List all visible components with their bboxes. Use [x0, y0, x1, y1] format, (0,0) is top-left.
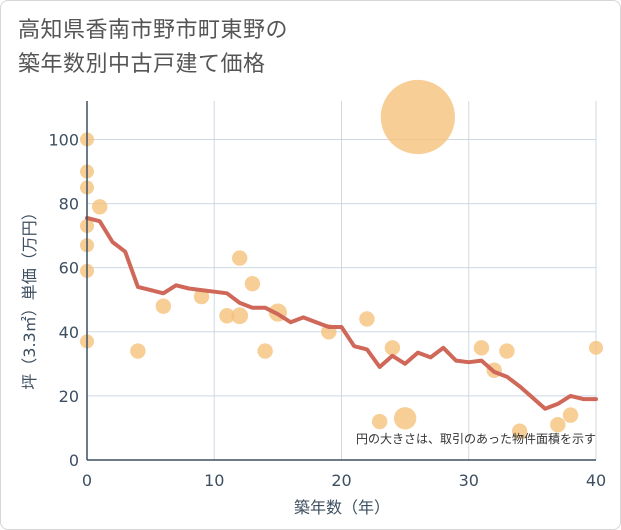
x-tick-label-40: 40 [586, 471, 606, 490]
y-axis-title: 坪（3.3㎡）単価（万円） [20, 204, 39, 389]
y-tick-label-0: 0 [69, 451, 79, 470]
chart-title-line2: 築年数別中古戸建て価格 [18, 52, 266, 77]
y-tick-label-40: 40 [59, 323, 79, 342]
y-tick-label-80: 80 [59, 195, 79, 214]
y-tick-label-100: 100 [48, 130, 79, 149]
x-tick-label-20: 20 [331, 471, 351, 490]
bubble-point-19 [371, 413, 388, 430]
average-price-line [85, 216, 598, 411]
bubble-point-26 [511, 423, 528, 439]
bubble-point-25 [499, 343, 515, 359]
bubble-point-27 [550, 417, 566, 433]
chart-title-line1: 高知県香南市野市町東野の [18, 18, 289, 43]
x-tick-label-30: 30 [459, 471, 479, 490]
bubble-size-note: 円の大きさは、取引のあった物件面積を示す [356, 431, 596, 446]
bubble-point-9 [155, 298, 172, 314]
bubble-point-18 [359, 311, 375, 327]
bubble-point-21 [393, 407, 417, 430]
bubble-point-12 [231, 307, 249, 325]
bubble-point-22 [380, 79, 455, 155]
bubble-point-11 [219, 308, 235, 324]
axes: 0 10 20 30 40 0 20 40 60 80 100 [48, 101, 606, 490]
average-line-series [85, 216, 598, 411]
y-tick-label-20: 20 [59, 387, 79, 406]
bubble-point-20 [384, 340, 401, 356]
bubble-point-10 [193, 288, 210, 305]
bubble-point-8 [130, 343, 146, 359]
bubble-point-28 [562, 407, 579, 423]
bubble-point-15 [257, 343, 273, 359]
chart-title: 高知県香南市野市町東野の 築年数別中古戸建て価格 [18, 14, 288, 82]
grid-lines [87, 101, 597, 460]
bubble-point-23 [473, 340, 490, 356]
x-tick-label-0: 0 [82, 471, 92, 490]
bubble-point-29 [589, 340, 603, 355]
x-axis-title: 築年数（年） [294, 498, 390, 517]
bubble-point-14 [244, 276, 261, 292]
bubble-point-3 [92, 199, 108, 215]
bubble-point-13 [232, 250, 248, 266]
y-tick-label-60: 60 [59, 259, 79, 278]
x-tick-label-10: 10 [204, 471, 224, 490]
